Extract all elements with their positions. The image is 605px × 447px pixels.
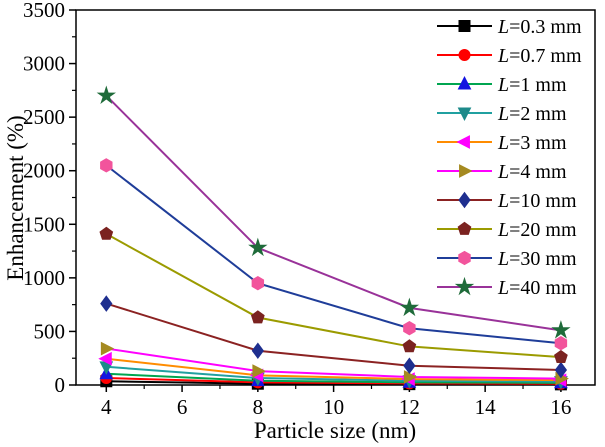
pentagon-marker [457, 221, 472, 235]
series [99, 226, 568, 363]
legend-item: L=3 mm [437, 132, 567, 154]
pentagon-marker [554, 349, 568, 363]
series-line [105, 233, 561, 359]
y-tick-label: 1500 [23, 212, 65, 236]
y-tick-label: 3500 [23, 0, 65, 22]
hexagon-marker [251, 276, 265, 291]
star-marker [399, 297, 420, 317]
star-marker [96, 85, 116, 104]
x-axis-title: Particle size (nm) [254, 418, 416, 443]
legend-item: L=10 mm [437, 190, 577, 212]
diamond-marker [100, 295, 113, 312]
y-tick-label: 2500 [23, 105, 65, 129]
series [100, 341, 569, 386]
series-line [106, 357, 561, 382]
triangle-left-marker [98, 351, 112, 366]
legend-label: L=10 mm [497, 190, 577, 212]
x-tick-label: 12 [399, 395, 420, 419]
series-line [105, 164, 562, 345]
triangle-up-marker [457, 76, 472, 90]
hexagon-marker [100, 158, 113, 173]
diamond-marker [458, 191, 471, 209]
star-marker [551, 320, 571, 339]
hexagon-marker [458, 250, 471, 266]
legend-item: L=20 mm [437, 219, 577, 241]
x-tick-label: 14 [475, 395, 497, 419]
series [96, 85, 571, 339]
legend-item: L=40 mm [437, 276, 577, 299]
series [100, 295, 568, 379]
legend-label: L=0.3 mm [497, 16, 582, 38]
hexagon-marker [554, 336, 568, 351]
legend: L=0.3 mm L=0.7 mm L=1 mm L=2 mm L=3 mm L=4 mm… [437, 16, 582, 299]
triangle-right-marker [252, 364, 266, 378]
x-tick-label: 10 [323, 395, 344, 419]
diamond-marker [403, 357, 416, 374]
pentagon-marker [402, 339, 417, 353]
legend-label: L=30 mm [497, 248, 577, 270]
legend-label: L=4 mm [497, 161, 567, 183]
y-tick-label: 3000 [23, 52, 65, 76]
legend-item: L=4 mm [437, 161, 567, 183]
triangle-down-marker [457, 107, 472, 121]
series-line [106, 302, 561, 371]
legend-item: L=0.7 mm [437, 45, 582, 67]
legend-label: L=40 mm [497, 277, 577, 299]
square-marker [458, 20, 471, 32]
circle-marker [458, 49, 471, 61]
triangle-right-marker [100, 341, 115, 356]
legend-label: L=2 mm [497, 103, 567, 125]
diamond-marker [251, 342, 264, 359]
legend-label: L=20 mm [497, 219, 577, 241]
series-line [106, 365, 561, 383]
legend-label: L=3 mm [497, 132, 567, 154]
pentagon-marker [250, 310, 265, 324]
series-line [106, 372, 561, 384]
y-tick-label: 0 [55, 373, 66, 397]
y-tick-label: 1000 [23, 266, 65, 290]
triangle-left-marker [456, 135, 470, 149]
legend-item: L=2 mm [437, 103, 567, 125]
legend-label: L=0.7 mm [497, 45, 582, 67]
star-marker [454, 276, 475, 296]
legend-item: L=0.3 mm [437, 16, 582, 38]
y-axis-title: Enhancement (%) [3, 115, 28, 280]
legend-label: L=1 mm [497, 74, 567, 96]
star-marker [248, 237, 268, 257]
x-tick-label: 6 [177, 395, 188, 419]
series-line [105, 95, 562, 332]
pentagon-marker [99, 226, 114, 240]
x-tick-label: 16 [550, 395, 571, 419]
series [100, 158, 568, 351]
x-tick-label: 8 [253, 395, 264, 419]
x-tick-label: 4 [101, 395, 112, 419]
legend-item: L=30 mm [437, 248, 577, 270]
y-tick-label: 500 [34, 319, 66, 343]
legend-item: L=1 mm [437, 74, 567, 96]
plot-area: 4 6 8 10 12 14 16 0 500 1000 1500 2000 2500 3000 3500 [23, 0, 596, 419]
triangle-right-marker [459, 164, 473, 178]
series-line [106, 347, 561, 380]
y-tick-label: 2000 [23, 159, 65, 183]
diamond-marker [554, 361, 568, 379]
triangle-right-marker [403, 370, 418, 384]
hexagon-marker [403, 321, 416, 336]
